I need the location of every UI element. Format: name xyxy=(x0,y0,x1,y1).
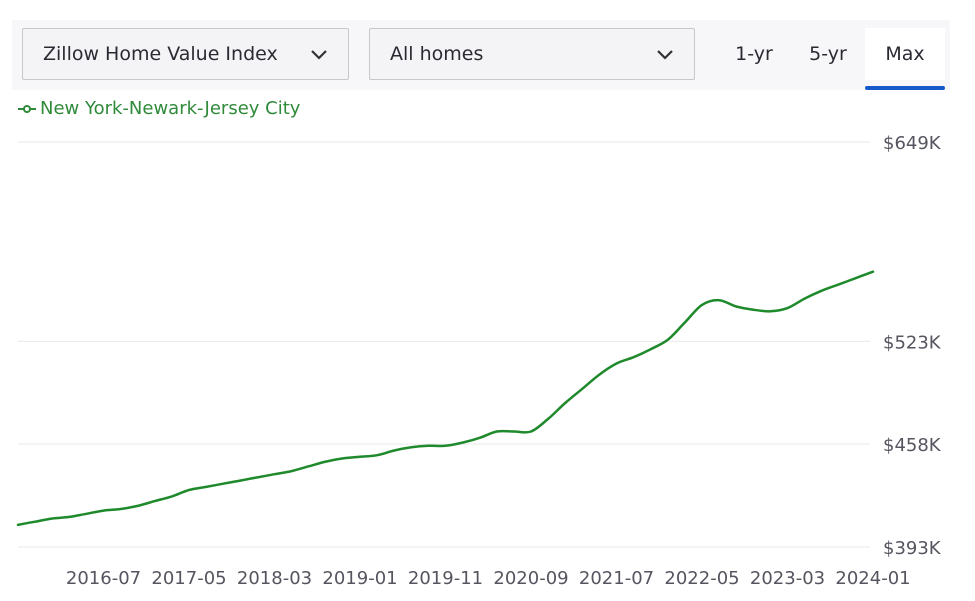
data-point xyxy=(700,303,704,307)
data-point xyxy=(375,453,379,457)
data-point xyxy=(443,444,447,448)
data-point xyxy=(854,276,858,280)
tab-max-label: Max xyxy=(885,43,925,65)
chart-toolbar: Zillow Home Value Index All homes 1-yr 5… xyxy=(12,20,950,90)
data-point xyxy=(837,282,841,286)
active-tab-indicator xyxy=(865,86,945,90)
metric-select[interactable]: Zillow Home Value Index xyxy=(22,28,349,80)
legend-series-label: New York-Newark-Jersey City xyxy=(40,98,301,119)
x-tick-label: 2017-05 xyxy=(151,568,226,589)
data-point xyxy=(631,355,635,359)
data-point xyxy=(409,445,413,449)
data-point xyxy=(683,320,687,324)
x-tick-label: 2019-11 xyxy=(408,568,483,589)
data-point xyxy=(358,455,362,459)
home-type-select-label: All homes xyxy=(390,43,484,65)
chevron-down-icon xyxy=(311,50,327,60)
data-point xyxy=(426,444,430,448)
data-point xyxy=(614,361,618,365)
chevron-down-icon xyxy=(657,50,673,60)
x-tick-label: 2019-01 xyxy=(322,568,397,589)
y-tick-label: $649K xyxy=(883,133,942,154)
data-point xyxy=(460,440,464,444)
data-point xyxy=(495,429,499,433)
y-tick-label: $523K xyxy=(883,332,942,353)
series-line xyxy=(16,270,875,527)
data-point xyxy=(170,494,174,498)
data-point xyxy=(802,296,806,300)
x-tick-label: 2024-01 xyxy=(835,568,910,589)
data-point xyxy=(16,523,20,527)
data-point xyxy=(871,270,875,274)
data-point xyxy=(563,401,567,405)
series-lines xyxy=(16,270,875,527)
data-point xyxy=(33,520,37,524)
data-point xyxy=(272,472,276,476)
data-point xyxy=(238,478,242,482)
data-point xyxy=(84,512,88,516)
data-point xyxy=(820,289,824,293)
data-point xyxy=(546,417,550,421)
y-tick-label: $393K xyxy=(883,538,942,559)
data-point xyxy=(341,456,345,460)
data-point xyxy=(153,499,157,503)
x-axis: 2016-07 2017-05 2018-03 2019-01 2019-11 2020-… xyxy=(66,568,911,589)
data-point xyxy=(118,507,122,511)
x-tick-label: 2022-05 xyxy=(664,568,739,589)
chart-legend: New York-Newark-Jersey City xyxy=(18,98,300,119)
data-point xyxy=(529,429,533,433)
data-point xyxy=(768,309,772,313)
data-point xyxy=(785,306,789,310)
data-point xyxy=(717,298,721,302)
data-point xyxy=(136,504,140,508)
data-point xyxy=(597,372,601,376)
x-tick-label: 2018-03 xyxy=(237,568,312,589)
data-point xyxy=(580,387,584,391)
x-tick-label: 2023-03 xyxy=(750,568,825,589)
x-tick-label: 2016-07 xyxy=(66,568,141,589)
y-tick-label: $458K xyxy=(883,435,942,456)
y-axis: $393K $458K $523K $649K xyxy=(883,133,942,559)
tab-1-yr[interactable]: 1-yr xyxy=(735,43,773,65)
data-point xyxy=(666,338,670,342)
data-point xyxy=(512,429,516,433)
data-point xyxy=(289,469,293,473)
data-point xyxy=(221,482,225,486)
home-type-select[interactable]: All homes xyxy=(369,28,695,80)
tab-max[interactable]: Max xyxy=(865,28,945,90)
grid-lines xyxy=(18,141,870,548)
legend-line-marker-icon xyxy=(18,105,36,113)
data-point xyxy=(649,347,653,351)
data-point xyxy=(324,459,328,463)
data-point xyxy=(478,436,482,440)
tab-5-yr[interactable]: 5-yr xyxy=(809,43,847,65)
data-point xyxy=(307,464,311,468)
data-point xyxy=(67,515,71,519)
data-point xyxy=(734,304,738,308)
data-point xyxy=(187,488,191,492)
data-point xyxy=(101,508,105,512)
data-point xyxy=(204,485,208,489)
x-tick-label: 2021-07 xyxy=(579,568,654,589)
data-point xyxy=(751,308,755,312)
x-tick-label: 2020-09 xyxy=(493,568,568,589)
metric-select-label: Zillow Home Value Index xyxy=(43,43,278,65)
data-point xyxy=(255,475,259,479)
data-point xyxy=(392,448,396,452)
data-point xyxy=(50,516,54,520)
